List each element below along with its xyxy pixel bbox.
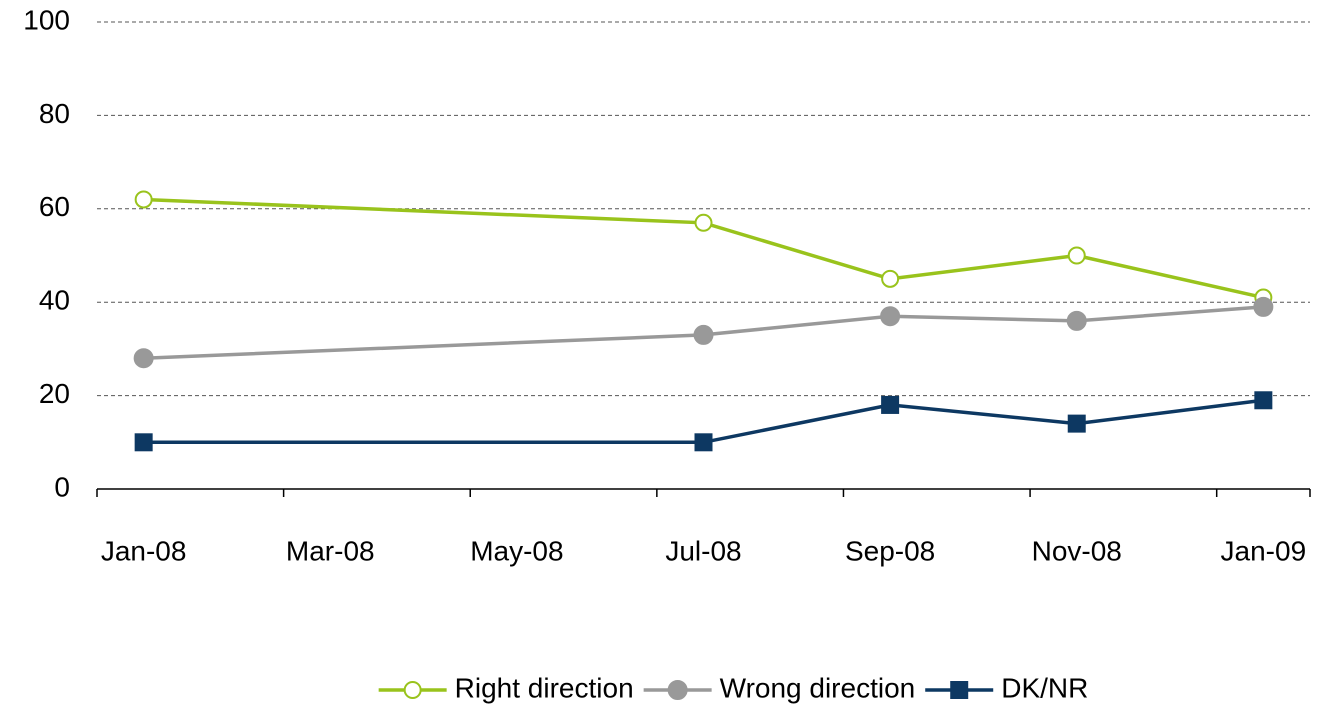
marker bbox=[1067, 414, 1086, 433]
marker bbox=[880, 306, 901, 327]
marker bbox=[1066, 310, 1087, 331]
x-tick-label: Jan-08 bbox=[101, 535, 187, 566]
marker bbox=[1254, 391, 1273, 410]
legend-label: Right direction bbox=[455, 672, 634, 703]
marker bbox=[1253, 296, 1274, 317]
legend-item: Right direction bbox=[378, 672, 634, 703]
marker bbox=[133, 348, 154, 369]
x-tick-label: May-08 bbox=[470, 535, 563, 566]
marker bbox=[693, 324, 714, 345]
marker bbox=[134, 433, 153, 452]
y-tick-label: 20 bbox=[39, 378, 70, 409]
x-tick-label: Jan-09 bbox=[1221, 535, 1307, 566]
legend-label: DK/NR bbox=[1001, 672, 1088, 703]
legend-item: Wrong direction bbox=[643, 672, 916, 703]
marker bbox=[1067, 246, 1086, 265]
y-tick-label: 0 bbox=[54, 471, 70, 502]
x-tick-label: Nov-08 bbox=[1032, 535, 1122, 566]
marker bbox=[881, 269, 900, 288]
marker bbox=[694, 433, 713, 452]
marker bbox=[134, 190, 153, 209]
y-tick-label: 60 bbox=[39, 191, 70, 222]
marker bbox=[667, 680, 688, 700]
marker bbox=[694, 213, 713, 232]
y-tick-label: 80 bbox=[39, 98, 70, 129]
y-tick-label: 100 bbox=[23, 4, 70, 35]
x-tick-label: Jul-08 bbox=[665, 535, 741, 566]
x-tick-label: Sep-08 bbox=[845, 535, 935, 566]
legend-item: DK/NR bbox=[925, 672, 1088, 703]
x-tick-label: Mar-08 bbox=[286, 535, 375, 566]
legend: Right direction Wrong direction DK/NR bbox=[378, 672, 1088, 703]
marker bbox=[950, 681, 969, 699]
marker bbox=[403, 681, 422, 699]
y-tick-label: 40 bbox=[39, 285, 70, 316]
legend-label: Wrong direction bbox=[720, 672, 916, 703]
marker bbox=[881, 395, 900, 414]
